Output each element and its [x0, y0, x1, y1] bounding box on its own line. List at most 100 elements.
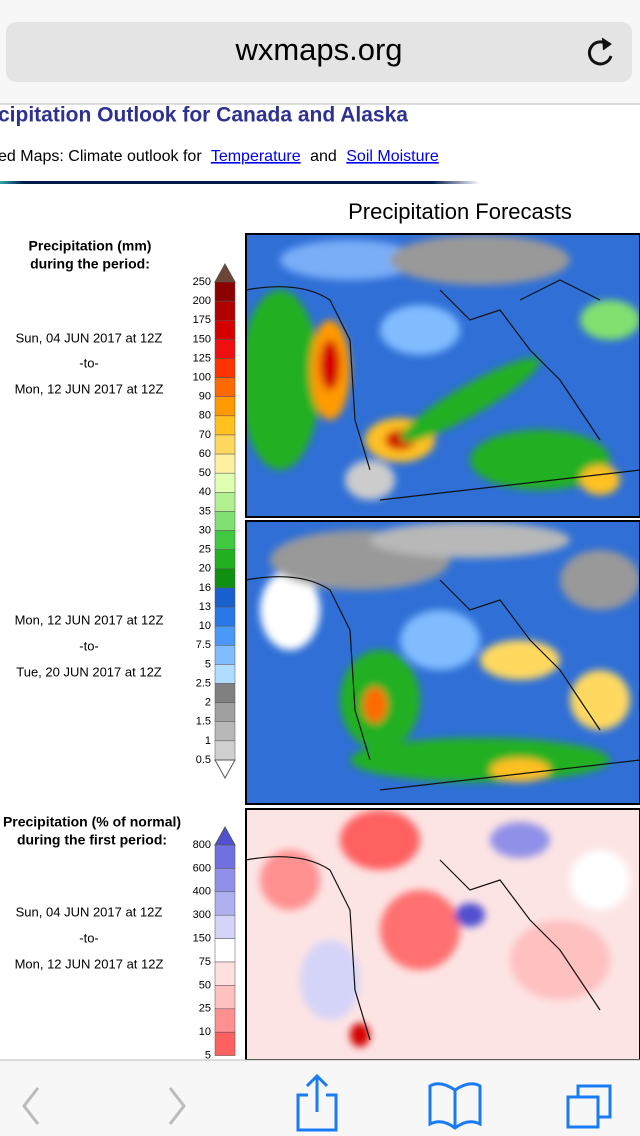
legend-label: 30 [199, 524, 211, 536]
legend-label: 25 [199, 1003, 211, 1015]
period-start: Sun, 04 JUN 2017 at 12Z [16, 904, 163, 919]
nav-line: ed Maps: Climate outlook for Temperature… [0, 148, 439, 165]
legend-label: 2.5 [196, 677, 211, 689]
period-end: Mon, 12 JUN 2017 at 12Z [15, 381, 164, 396]
period-sep: -to- [79, 930, 99, 945]
legend-title: Precipitation (% of normal) [3, 814, 181, 830]
link-soil-moisture[interactable]: Soil Moisture [346, 148, 439, 165]
legend-label: 5 [205, 658, 211, 670]
legend-title: Precipitation (mm) [29, 238, 152, 254]
legend-swatch [214, 319, 236, 340]
legend-swatch [214, 938, 236, 963]
legend-swatch [214, 891, 236, 916]
legend-label: 1.5 [196, 716, 211, 728]
address-field[interactable] [6, 22, 632, 82]
legend-label: 300 [193, 909, 211, 921]
legends: 2502001751501251009080706050403530252016… [15, 262, 236, 1062]
legend-label: 16 [199, 582, 211, 594]
legend-label: 800 [193, 839, 211, 851]
tabs-button[interactable] [566, 1084, 612, 1129]
legend-label: 90 [199, 391, 211, 403]
legend-swatch [214, 358, 236, 378]
bookmarks-button[interactable] [428, 1082, 482, 1130]
link-temperature[interactable]: Temperature [211, 148, 301, 165]
map-anomaly [246, 809, 640, 1060]
map-period-2 [246, 521, 640, 804]
legend-label: 25 [199, 544, 211, 556]
map-period-1 [246, 234, 640, 517]
toolbar-bg [0, 1060, 640, 1136]
reload-button[interactable] [587, 37, 613, 66]
legend-swatch [214, 702, 236, 723]
page-title: cipitation Outlook for Canada and Alaska [0, 104, 408, 127]
legend-label: 50 [199, 979, 211, 991]
legend-label: 80 [199, 410, 211, 422]
legend-swatch [214, 511, 236, 531]
legend-end [214, 759, 236, 780]
legend-swatch [214, 262, 236, 283]
legend-swatch [214, 396, 236, 417]
legend-swatch [214, 868, 236, 893]
legend-label: 175 [193, 314, 211, 326]
legend-label: 50 [199, 467, 211, 479]
legend-label: 600 [193, 862, 211, 874]
legend-swatch [214, 472, 236, 493]
legend-subtitle: during the period: [30, 256, 150, 272]
legend-label: 35 [199, 505, 211, 517]
legend-swatch [214, 1008, 236, 1033]
legend-label: 7.5 [196, 639, 211, 651]
legend-label: 150 [193, 933, 211, 945]
period-start: Sun, 04 JUN 2017 at 12Z [16, 330, 163, 345]
legend-label: 60 [199, 448, 211, 460]
toolbar [0, 1059, 640, 1136]
legend-swatch [214, 961, 236, 986]
legend-label: 150 [193, 333, 211, 345]
nav-joiner: and [310, 148, 337, 165]
period-sep: -to- [79, 638, 99, 653]
legend-swatch [214, 721, 236, 742]
legend-swatch [214, 339, 236, 359]
share-button[interactable] [296, 1073, 338, 1132]
legend-subtitle: during the first period: [17, 832, 167, 848]
legend-label: 100 [193, 372, 211, 384]
period-sep: -to- [79, 355, 99, 370]
legend-label: 13 [199, 601, 211, 613]
forward-button[interactable] [168, 1087, 186, 1125]
legend-label: 0.5 [196, 754, 211, 766]
legend-swatch [214, 453, 236, 474]
period-end: Tue, 20 JUN 2017 at 12Z [16, 664, 162, 679]
legend-label: 75 [199, 956, 211, 968]
map-frame [245, 233, 640, 518]
legend-swatch [214, 281, 236, 302]
legend-swatch [214, 300, 236, 321]
period-start: Mon, 12 JUN 2017 at 12Z [15, 612, 164, 627]
legend-swatch [214, 1031, 236, 1056]
url: wxmaps.org [234, 32, 402, 67]
legend-swatch [214, 530, 236, 550]
legend-label: 125 [193, 352, 211, 364]
legend-label: 20 [199, 563, 211, 575]
legend-label: 250 [193, 276, 211, 288]
legend-swatch [214, 587, 236, 608]
legend-swatch [214, 683, 236, 703]
legend-swatch [214, 606, 236, 627]
legend-label: 1 [205, 735, 211, 747]
back-button[interactable] [22, 1087, 40, 1125]
nav-text: ed Maps: Climate outlook for [0, 148, 202, 165]
legend-swatch [214, 434, 236, 455]
legend-swatch [214, 825, 236, 846]
legend-swatch [214, 740, 236, 761]
legend-swatch [214, 492, 236, 512]
legend-swatch [214, 664, 236, 684]
legend-swatch [214, 645, 236, 665]
legend-label: 2 [205, 697, 211, 709]
period-end: Mon, 12 JUN 2017 at 12Z [15, 956, 164, 971]
legend-swatch [214, 549, 236, 570]
legend-label: 10 [199, 1026, 211, 1038]
legend-swatch [214, 568, 236, 589]
legend-label: 5 [205, 1050, 211, 1062]
legend-swatch [214, 914, 236, 939]
